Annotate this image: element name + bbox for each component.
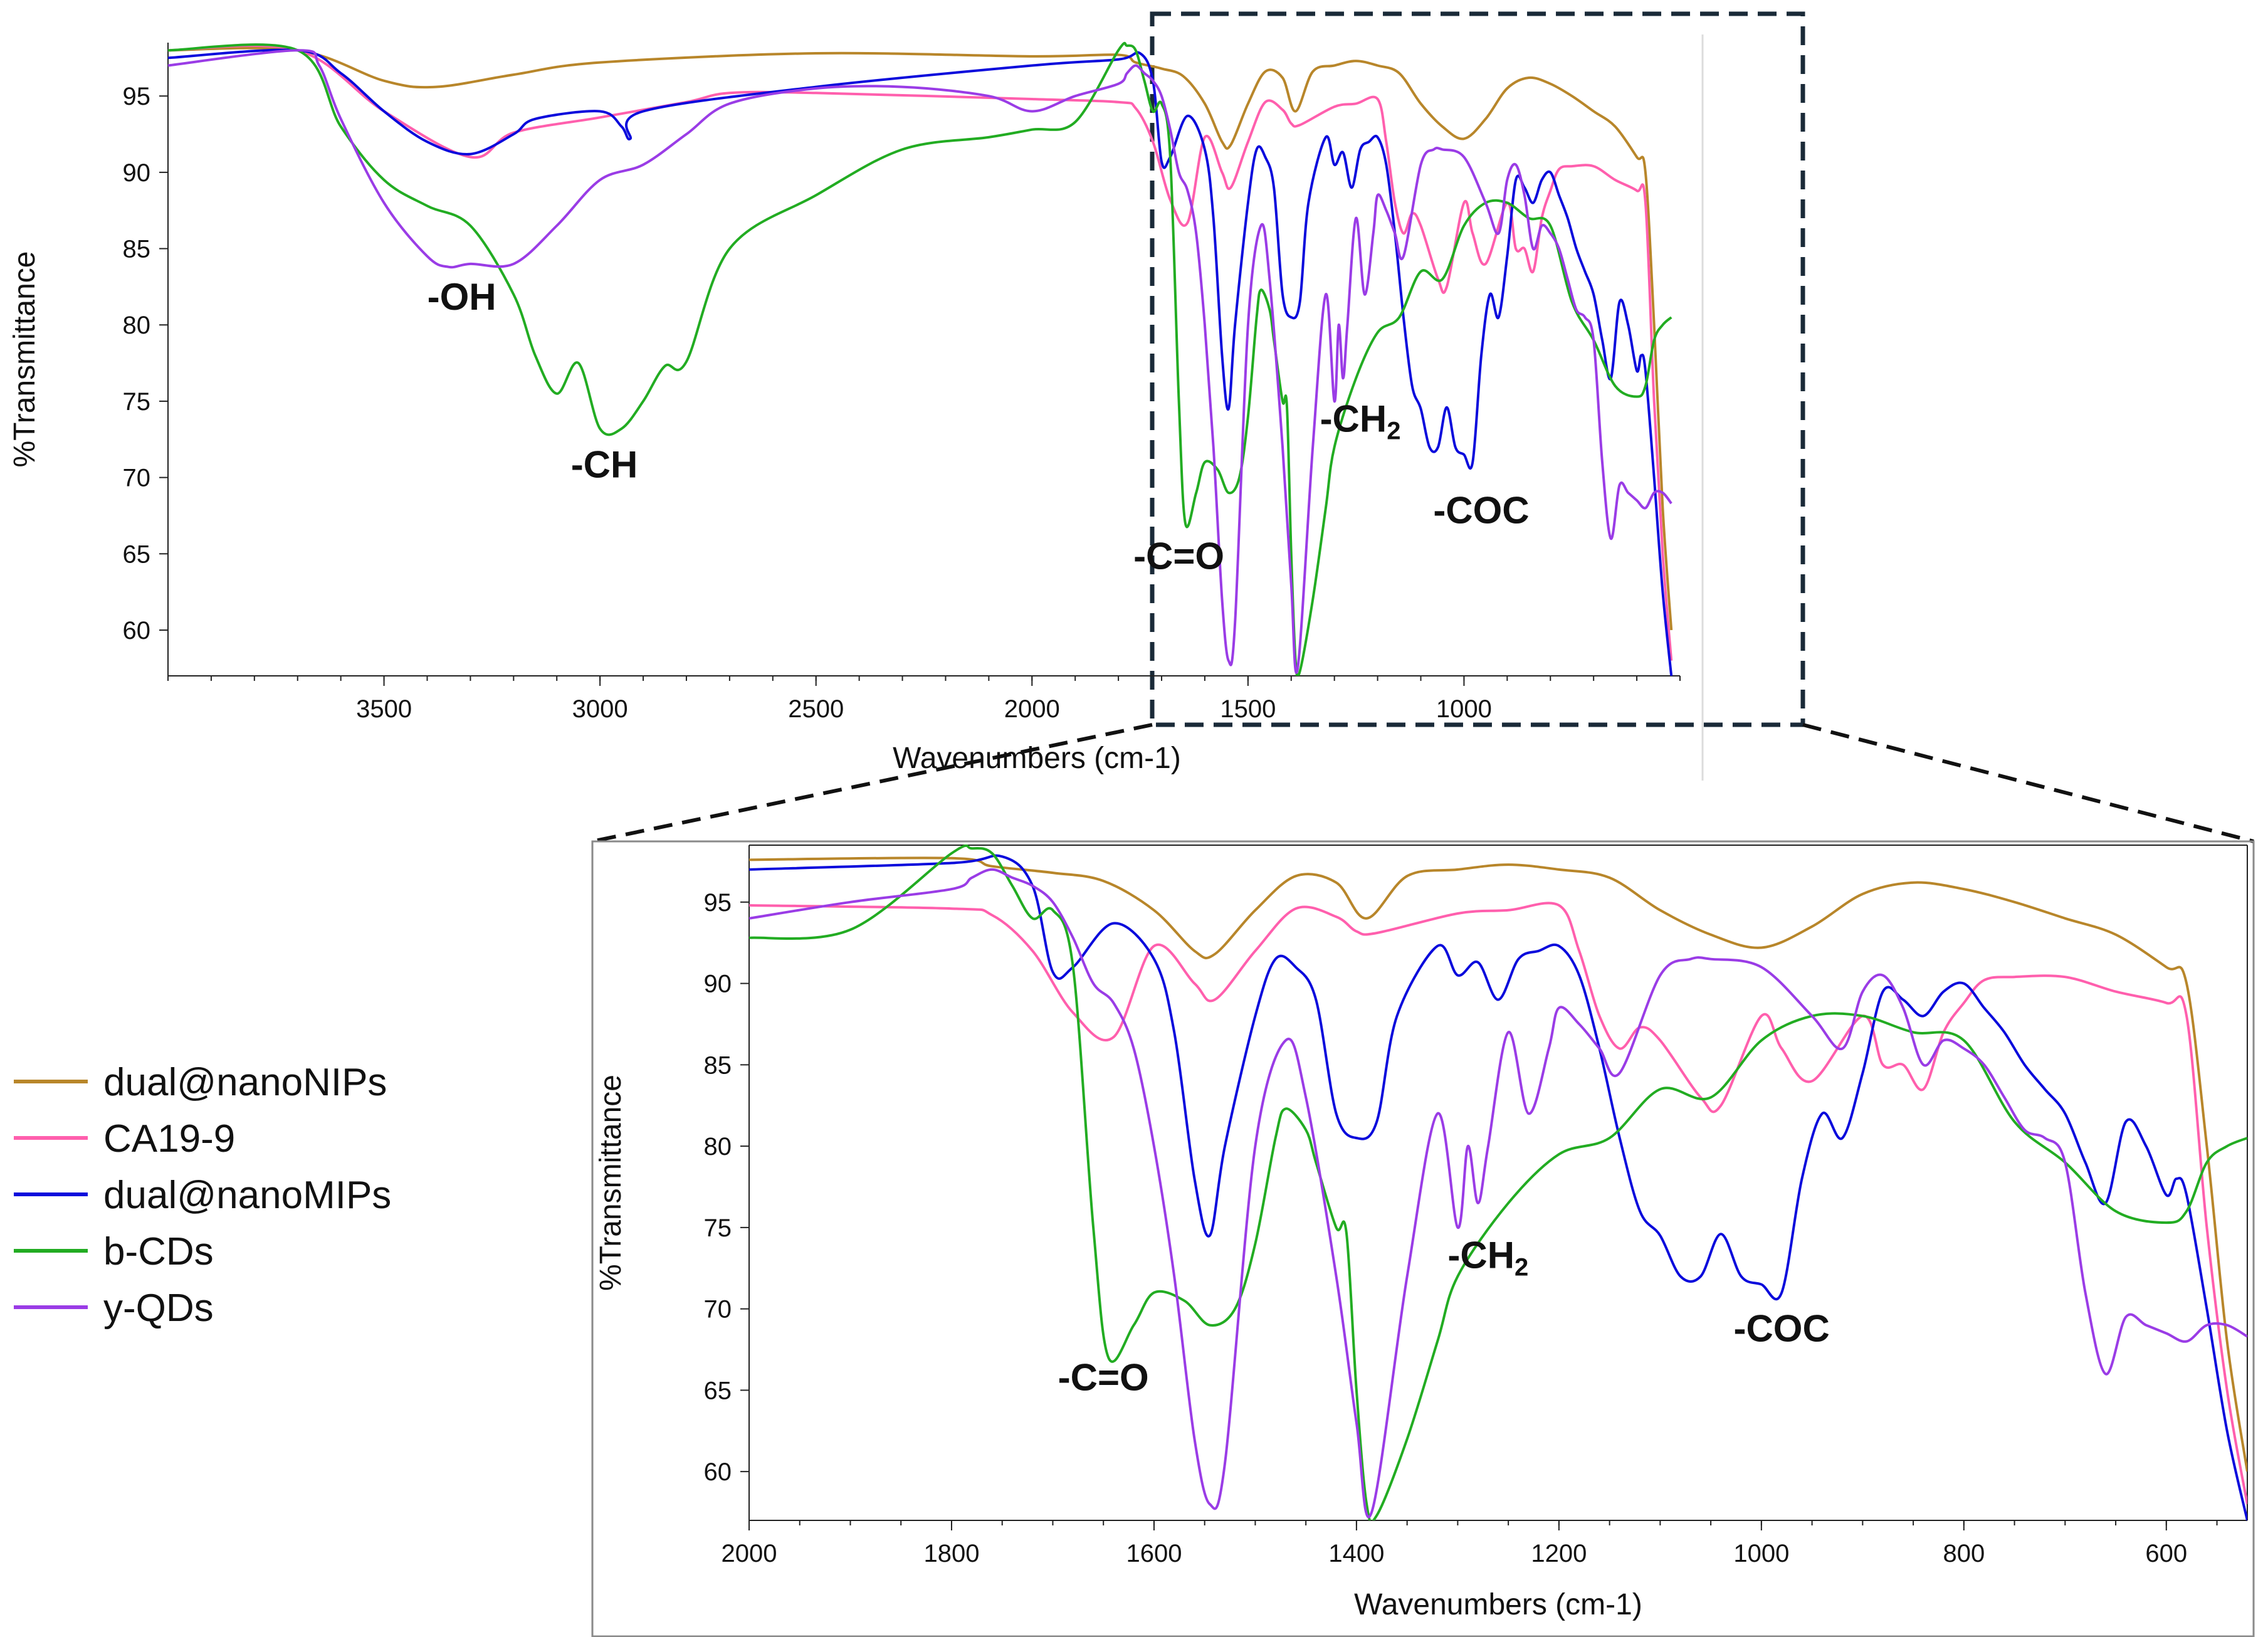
y-tick-label: 75 [704, 1214, 732, 1242]
legend-label: b-CDs [103, 1230, 214, 1273]
annotation-label: -OH [428, 276, 496, 318]
x-tick-label: 2000 [722, 1540, 777, 1567]
x-tick-label: 1200 [1531, 1540, 1587, 1567]
y-tick-label: 85 [704, 1051, 732, 1079]
series-line-dual-nanomips [749, 854, 2247, 1520]
series-line-dual-nanomips [168, 48, 1673, 676]
annotation-label: -CH2 [1320, 398, 1401, 445]
legend-label: dual@nanoNIPs [103, 1061, 387, 1104]
y-tick-label: 90 [704, 971, 732, 998]
series-line-ca19-9 [749, 902, 2247, 1505]
full-spectrum-chart: 3500 3000 2500 2000 1500 1000 60 65 70 75 80 85 90 95… [8, 34, 1704, 781]
zoom-indicator [592, 11, 2254, 843]
y-tick-label: 85 [123, 236, 151, 263]
x-tick-label: 1800 [923, 1540, 979, 1567]
zoom-connector-left [592, 723, 1153, 843]
legend: dual@nanoNIPs CA19-9 dual@nanoMIPs b-CDs y-Q… [14, 1061, 391, 1330]
y-tick-label: 65 [704, 1377, 732, 1404]
series-line-b-cds [749, 844, 2247, 1520]
y-tick-label: 80 [123, 312, 151, 339]
x-axis-title: Wavenumbers (cm-1) [893, 742, 1181, 775]
y-tick-label: 60 [123, 617, 151, 645]
y-tick-label: 80 [704, 1133, 732, 1161]
y-axis-title: %Transmittance [594, 1075, 627, 1291]
x-axis-title: Wavenumbers (cm-1) [1354, 1588, 1642, 1621]
series-line-y-qds [749, 868, 2247, 1519]
zoom-connector-right [1802, 723, 2254, 843]
annotation-label: -CH2 [1447, 1234, 1528, 1282]
series-group [749, 844, 2247, 1520]
x-tick-label: 2500 [788, 695, 844, 723]
y-tick-label: 65 [123, 540, 151, 568]
x-tick-label: 600 [2145, 1540, 2187, 1567]
annotation-label: -COC [1734, 1308, 1830, 1350]
series-line-ca19-9 [168, 44, 1673, 661]
annotation-label: -C=O [1133, 535, 1224, 577]
y-tick-label: 70 [123, 465, 151, 492]
inset-frame [591, 840, 2255, 1637]
annotation-label: -CH [571, 444, 638, 486]
y-tick-label: 60 [704, 1458, 732, 1486]
series-line-dual-nanonips [168, 46, 1673, 631]
x-tick-label: 1500 [1220, 695, 1276, 723]
y-axis-title: %Transmittance [8, 251, 41, 468]
x-tick-label: 1600 [1126, 1540, 1182, 1567]
x-tick-label: 3000 [572, 695, 628, 723]
x-tick-label: 2000 [1004, 695, 1060, 723]
zoomed-spectrum-chart: 2000 1800 1600 1400 1200 1000 800 600 60 65 70 75 80… [591, 840, 2255, 1637]
zoom-rectangle [1150, 11, 1805, 727]
x-tick-label: 1000 [1733, 1540, 1789, 1567]
legend-label: y-QDs [103, 1287, 214, 1330]
series-line-dual-nanonips [749, 856, 2247, 1472]
legend-label: dual@nanoMIPs [103, 1174, 391, 1217]
annotation-label: -COC [1433, 490, 1529, 532]
y-tick-label: 70 [704, 1296, 732, 1324]
legend-label: CA19-9 [103, 1117, 235, 1161]
y-tick-label: 95 [704, 889, 732, 917]
series-line-b-cds [168, 41, 1672, 676]
x-tick-label: 800 [1943, 1540, 1985, 1567]
series-group [168, 41, 1673, 676]
x-tick-label: 3500 [356, 695, 412, 723]
annotation-label: -C=O [1058, 1356, 1149, 1398]
y-tick-label: 75 [123, 388, 151, 416]
y-tick-label: 90 [123, 159, 151, 187]
x-tick-label: 1400 [1328, 1540, 1384, 1567]
x-tick-label: 1000 [1436, 695, 1492, 723]
y-tick-label: 95 [123, 83, 151, 110]
series-line-y-qds [168, 49, 1672, 674]
